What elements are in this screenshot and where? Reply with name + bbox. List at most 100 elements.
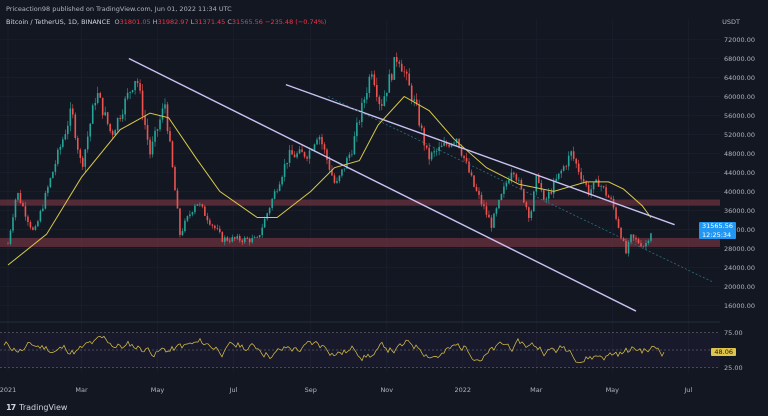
- candle-body: [645, 243, 647, 247]
- price-tick-label: 24000.00: [724, 264, 755, 272]
- candle-body: [316, 139, 318, 145]
- candle-body: [547, 191, 550, 199]
- candle-body: [620, 227, 622, 239]
- candle-body: [338, 175, 341, 181]
- candle-body: [465, 158, 468, 162]
- candle-body: [605, 187, 607, 196]
- candle-body: [228, 240, 231, 242]
- candle-body: [542, 190, 545, 200]
- candle-body: [410, 85, 413, 101]
- candle-body: [381, 104, 383, 106]
- candle-body: [226, 237, 229, 241]
- candle-body: [291, 150, 293, 155]
- candle-body: [209, 220, 211, 225]
- candle-body: [243, 237, 246, 243]
- candle-body: [363, 99, 366, 103]
- candle-body: [333, 175, 336, 183]
- candle-body: [313, 144, 316, 151]
- candle-body: [216, 228, 219, 229]
- candle-body: [91, 105, 94, 124]
- candle-body: [647, 240, 650, 244]
- candle-body: [341, 169, 343, 176]
- candle-body: [356, 122, 358, 137]
- candle-body: [159, 119, 161, 130]
- candle-body: [470, 172, 473, 176]
- candle-body: [104, 112, 106, 116]
- tradingview-brand[interactable]: 17 TradingView: [6, 403, 67, 412]
- candle-body: [268, 207, 271, 214]
- brand-label: TradingView: [19, 403, 68, 412]
- currency-label: USDT: [722, 18, 740, 26]
- candle-body: [94, 102, 97, 106]
- candle-body: [219, 228, 221, 233]
- candle-body: [328, 159, 331, 170]
- candle-body: [149, 139, 151, 155]
- candle-body: [346, 157, 348, 169]
- candle-body: [64, 134, 67, 140]
- candle-body: [592, 182, 595, 190]
- candle-body: [535, 175, 538, 192]
- candle-body: [323, 144, 326, 150]
- candle-body: [74, 114, 77, 139]
- candle-body: [348, 154, 351, 158]
- candle-body: [47, 187, 49, 193]
- price-tick-label: 40000.00: [724, 188, 755, 196]
- price-zone: [0, 199, 720, 206]
- candle-body: [440, 145, 443, 147]
- candle-body: [273, 191, 276, 199]
- candle-body: [174, 166, 176, 191]
- candle-body: [79, 149, 82, 158]
- candle-body: [19, 193, 22, 203]
- candle-body: [552, 180, 555, 194]
- candle-body: [435, 150, 438, 152]
- candle-body: [430, 152, 433, 160]
- candle-body: [263, 218, 266, 228]
- candle-body: [650, 233, 652, 241]
- candle-body: [131, 90, 134, 92]
- price-zone: [0, 237, 720, 247]
- candle-body: [505, 183, 508, 187]
- candle-body: [545, 198, 548, 200]
- channel-line: [285, 83, 675, 226]
- candle-body: [171, 141, 174, 167]
- candle-body: [184, 220, 186, 232]
- candle-body: [201, 204, 204, 207]
- candle-body: [144, 115, 146, 125]
- candle-body: [450, 143, 453, 147]
- price-tick-label: 68000.00: [724, 55, 755, 63]
- candle-body: [493, 213, 495, 228]
- candle-body: [214, 225, 216, 229]
- candle-body: [515, 174, 518, 181]
- candle-body: [121, 114, 124, 119]
- candle-body: [343, 168, 346, 170]
- candle-body: [637, 239, 640, 244]
- candle-body: [136, 81, 139, 84]
- candle-body: [395, 57, 398, 62]
- candle-body: [413, 99, 416, 101]
- candle-body: [405, 71, 408, 74]
- candle-body: [233, 237, 236, 239]
- candle-body: [49, 178, 52, 188]
- candle-body: [495, 208, 498, 214]
- candle-body: [39, 210, 42, 222]
- candle-body: [196, 204, 199, 206]
- time-tick-label: Sep: [305, 386, 317, 394]
- price-tick-label: 44000.00: [724, 169, 755, 177]
- high-value: 31982.97: [157, 18, 189, 26]
- time-tick-label: Jul: [229, 386, 238, 394]
- candle-body: [116, 117, 119, 131]
- publisher-line: Priceaction98 published on TradingView.c…: [6, 5, 232, 13]
- candle-body: [283, 164, 286, 177]
- candle-body: [99, 92, 102, 98]
- candle-body: [301, 149, 303, 153]
- candle-body: [453, 142, 455, 144]
- candle-body: [331, 169, 333, 176]
- change-value: −235.48 (−0.74%): [265, 18, 327, 26]
- candle-body: [311, 150, 313, 151]
- descending-channel: [128, 57, 713, 312]
- price-tick-label: 48000.00: [724, 150, 755, 158]
- time-tick-label: Mar: [530, 386, 543, 394]
- candle-body: [7, 243, 9, 245]
- candle-body: [518, 180, 520, 181]
